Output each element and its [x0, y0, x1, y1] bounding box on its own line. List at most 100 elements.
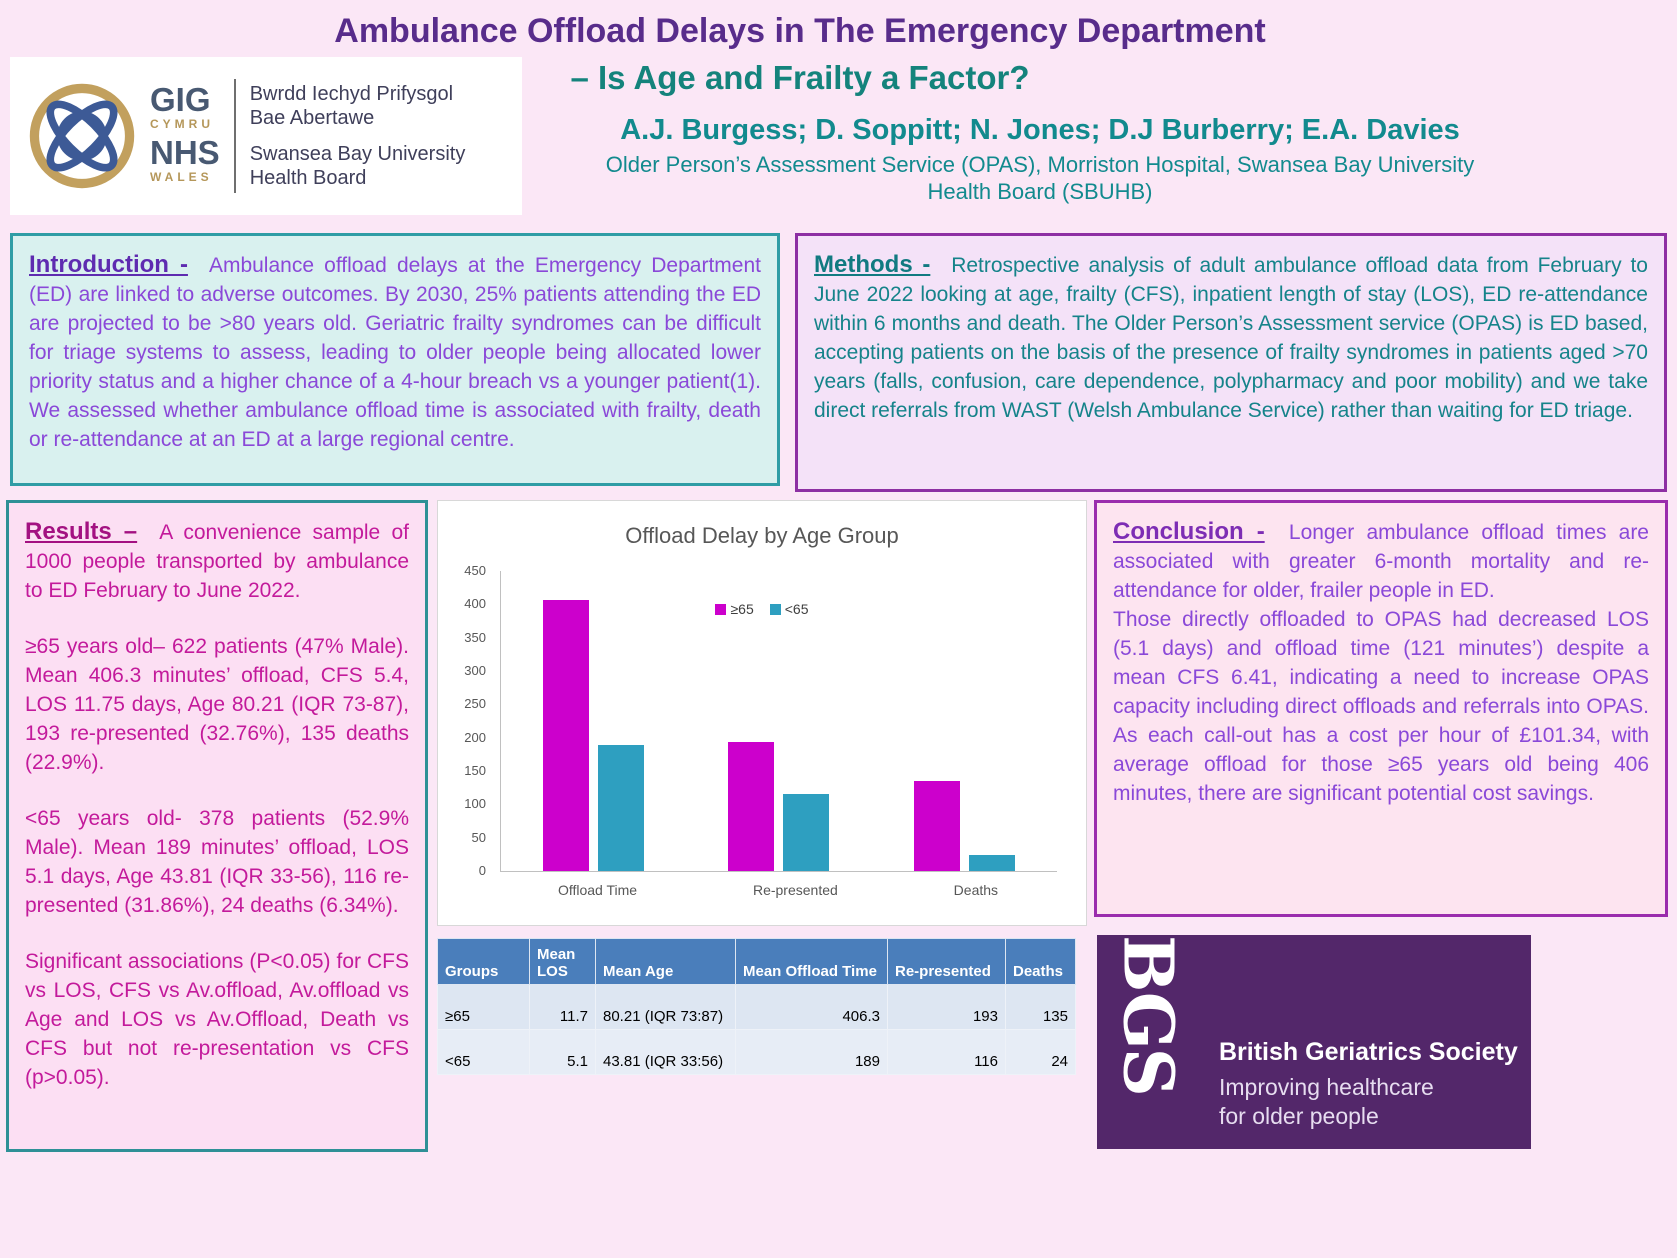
legend-swatch-icon [769, 603, 781, 615]
bar-group [543, 600, 645, 871]
conclusion-body-1: Longer ambulance offload times are assoc… [1113, 521, 1649, 603]
methods-body: Retrospective analysis of adult ambulanc… [814, 254, 1648, 422]
bar-deaths [913, 781, 960, 871]
y-tick-label: 400 [464, 596, 486, 612]
table-cell: 116 [887, 1029, 1006, 1075]
y-tick-label: 250 [464, 696, 486, 712]
bgs-acronym: BGS [1107, 935, 1188, 1095]
legend-item: ≥65 [715, 601, 754, 617]
conclusion-paragraph-1: Conclusion - Longer ambulance offload ti… [1113, 515, 1649, 606]
table-cell: 406.3 [735, 984, 888, 1030]
chart-y-axis: 0 50 100 150 200 250 300 350 400 450 [452, 563, 492, 878]
y-tick-label: 100 [464, 796, 486, 812]
introduction-body: Ambulance offload delays at the Emergenc… [29, 254, 761, 451]
table-header-cell: Mean LOS [529, 938, 596, 985]
affiliation-line1: Older Person’s Assessment Service (OPAS)… [605, 152, 1475, 177]
table-row: <65 5.1 43.81 (IQR 33:56) 189 116 24 [437, 1029, 1076, 1075]
introduction-paragraph: Introduction - Ambulance offload delays … [29, 248, 761, 455]
nhs-text: NHS [150, 134, 220, 171]
board-english-line2: Health Board [249, 166, 367, 189]
legend-label: ≥65 [730, 601, 754, 617]
introduction-heading: Introduction - [29, 251, 188, 278]
table-cell: 193 [887, 984, 1006, 1030]
results-paragraph-1: Results – A convenience sample of 1000 p… [25, 515, 409, 606]
board-welsh-line1: Bwrdd Iechyd Prifysgol [249, 82, 454, 105]
methods-heading: Methods - [814, 251, 931, 278]
bgs-name: British Geriatrics Society [1219, 1038, 1518, 1066]
board-english-line1: Swansea Bay University [249, 142, 466, 165]
table-cell: <65 [437, 1029, 530, 1075]
results-paragraph-3: <65 years old- 378 patients (52.9% Male)… [25, 806, 409, 917]
table-cell: 11.7 [529, 984, 596, 1030]
cymru-text: CYMRU [150, 117, 214, 131]
y-tick-label: 300 [464, 663, 486, 678]
nhs-wordmark: GIG CYMRU NHS WALES [150, 83, 220, 189]
summary-table: Groups Mean LOS Mean Age Mean Offload Time R… [437, 938, 1076, 1075]
table-cell: 80.21 (IQR 73:87) [595, 984, 736, 1030]
table-row: ≥65 11.7 80.21 (IQR 73:87) 406.3 193 135 [437, 984, 1076, 1030]
results-paragraph-2: ≥65 years old– 622 patients (47% Male). … [25, 635, 409, 774]
conclusion-heading: Conclusion - [1113, 518, 1265, 545]
legend-label: <65 [784, 601, 809, 617]
legend-item: <65 [769, 601, 809, 617]
bgs-tagline-line2: for older people [1219, 1102, 1379, 1129]
chart-title: Offload Delay by Age Group [625, 523, 899, 548]
conclusion-paragraph-2: Those directly offloaded to OPAS had dec… [1113, 608, 1649, 805]
bar-re-presented [728, 742, 775, 871]
table-cell: 43.81 (IQR 33:56) [595, 1029, 736, 1075]
x-axis-label: Offload Time [557, 882, 638, 898]
nhs-knot-icon [29, 83, 135, 189]
health-board-name: Bwrdd Iechyd Prifysgol Bae Abertawe Swan… [250, 82, 466, 191]
table-header-cell: Re-presented [887, 938, 1006, 985]
offload-delay-chart: Offload Delay by Age Group ≥65 <65 0 50 100… [437, 500, 1087, 926]
table-header-cell: Mean Age [595, 938, 736, 985]
chart-x-axis: Offload Time Re-presented Deaths [500, 882, 1056, 898]
table-header-cell: Mean Offload Time [735, 938, 888, 985]
bgs-tagline: Improving healthcare for older people [1219, 1073, 1434, 1131]
bgs-tagline-line1: Improving healthcare [1219, 1074, 1434, 1100]
y-tick-label: 50 [471, 829, 486, 845]
bar-group [913, 781, 1015, 871]
chart-plot-area [500, 571, 1057, 872]
table-cell: 189 [735, 1029, 888, 1075]
legend-swatch-icon [715, 603, 727, 615]
nhs-logo: GIG CYMRU NHS WALES Bwrdd Iechyd Prifysg… [10, 57, 522, 215]
table-header-row: Groups Mean LOS Mean Age Mean Offload Time R… [437, 938, 1076, 985]
gig-text: GIG [150, 81, 211, 118]
page-title: Ambulance Offload Delays in The Emergenc… [130, 12, 1470, 97]
wales-text: WALES [150, 170, 213, 184]
y-tick-label: 0 [478, 863, 486, 878]
logo-divider [233, 79, 236, 193]
bar-deaths [968, 855, 1015, 871]
chart-legend: ≥65 <65 [438, 601, 1086, 617]
board-welsh-line2: Bae Abertawe [249, 107, 375, 130]
bar-group [728, 742, 830, 871]
title-line2: – Is Age and Frailty a Factor? [570, 59, 1030, 96]
table-header-cell: Deaths [1005, 938, 1076, 985]
affiliation-line2: Health Board (SBUHB) [927, 178, 1153, 204]
authors: A.J. Burgess; D. Soppitt; N. Jones; D.J … [620, 114, 1460, 146]
bar-offload-time [598, 745, 645, 871]
table-cell: ≥65 [437, 984, 530, 1030]
y-tick-label: 200 [464, 729, 486, 745]
methods-paragraph: Methods - Retrospective analysis of adul… [814, 248, 1648, 426]
results-panel: Results – A convenience sample of 1000 p… [6, 500, 428, 1152]
table-header-cell: Groups [437, 938, 530, 985]
x-axis-label: Re-presented [752, 882, 838, 898]
title-line1: Ambulance Offload Delays in The Emergenc… [334, 12, 1266, 50]
bgs-logo: BGS British Geriatrics Society Improving… [1097, 935, 1531, 1149]
table-body: ≥65 11.7 80.21 (IQR 73:87) 406.3 193 135 <65 5.… [437, 984, 1076, 1075]
y-tick-label: 450 [464, 563, 486, 578]
bar-offload-time [543, 600, 590, 871]
table-cell: 24 [1005, 1029, 1076, 1075]
x-axis-label: Deaths [953, 882, 999, 898]
methods-panel: Methods - Retrospective analysis of adul… [795, 233, 1667, 492]
authors-block: A.J. Burgess; D. Soppitt; N. Jones; D.J … [520, 114, 1560, 206]
introduction-panel: Introduction - Ambulance offload delays … [10, 233, 780, 486]
conclusion-panel: Conclusion - Longer ambulance offload ti… [1094, 500, 1668, 917]
board-text-gap [250, 131, 466, 142]
results-heading: Results – [25, 518, 138, 545]
bar-re-presented [783, 793, 830, 871]
y-tick-label: 350 [464, 629, 486, 645]
